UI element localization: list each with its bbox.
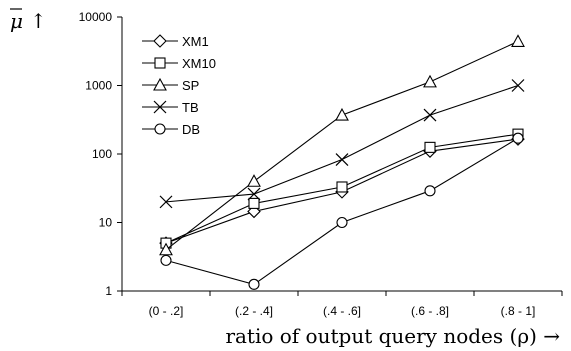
x-axis-title: ratio of output query nodes (ρ) → — [225, 324, 560, 348]
x-marker-stroke — [159, 195, 173, 209]
y-axis-symbol: μ — [10, 9, 23, 33]
y-tick-label: 1 — [105, 284, 112, 298]
x-tick-label: (.8 - 1] — [501, 304, 536, 318]
x-marker — [247, 187, 261, 201]
x-marker-stroke — [423, 108, 437, 122]
circle-marker — [160, 254, 172, 266]
triangle-marker — [511, 34, 525, 47]
x-tick-label: (.4 - .6] — [323, 304, 361, 318]
legend-item-xm10: XM10 — [142, 56, 216, 71]
legend-label: XM1 — [182, 34, 209, 49]
circle-marker — [336, 216, 348, 229]
legend-label: SP — [182, 78, 199, 93]
series-group — [159, 34, 525, 290]
y-tick-label: 1000 — [85, 79, 112, 93]
series-xm10 — [160, 128, 524, 249]
x-marker-stroke — [511, 79, 525, 92]
x-marker-stroke — [153, 100, 167, 114]
legend-item-tb: TB — [142, 100, 199, 115]
legend-label: XM10 — [182, 56, 216, 71]
triangle-marker — [159, 242, 173, 256]
circle-marker — [154, 123, 166, 135]
series-db — [160, 132, 524, 290]
series-sp — [159, 34, 525, 256]
legend-item-xm1: XM1 — [142, 34, 209, 49]
x-marker — [153, 100, 167, 114]
x-tick-label: (.2 - .4] — [235, 304, 273, 318]
circle-marker — [248, 278, 260, 290]
diamond-marker — [153, 34, 167, 48]
x-marker-stroke — [335, 153, 349, 166]
x-marker-stroke — [247, 187, 261, 201]
x-marker — [335, 153, 349, 166]
legend-item-db: DB — [142, 122, 200, 137]
legend-item-sp: SP — [142, 77, 199, 93]
y-tick-label: 100 — [92, 147, 112, 161]
y-tick-label: 10 — [99, 216, 113, 230]
y-tick-label: 10000 — [79, 10, 113, 24]
circle-marker — [424, 185, 436, 197]
x-marker — [423, 108, 437, 122]
legend: XM1 XM10 SP TB DB — [142, 34, 216, 137]
y-axis-arrow: ↑ — [30, 9, 47, 33]
square-marker — [336, 181, 348, 193]
triangle-marker — [423, 74, 437, 88]
circle-marker — [512, 132, 524, 144]
x-tick-label: (0 - .2] — [149, 304, 184, 318]
y-tick-labels: 1 10 100 1000 10000 — [79, 10, 122, 298]
x-tick-label: (.6 - .8] — [411, 304, 449, 318]
square-marker — [154, 57, 166, 69]
x-marker — [159, 195, 173, 209]
legend-label: TB — [182, 100, 199, 115]
x-marker — [511, 79, 525, 92]
triangle-marker — [247, 174, 261, 187]
legend-label: DB — [182, 122, 200, 137]
series-tb — [159, 79, 525, 209]
y-axis-label: μ ↑ — [10, 8, 47, 33]
triangle-marker — [335, 107, 349, 121]
triangle-marker — [153, 77, 167, 91]
square-marker — [424, 141, 436, 153]
x-tick-labels: (0 - .2] (.2 - .4] (.4 - .6] (.6 - .8] (.8 -… — [121, 291, 563, 318]
square-marker — [248, 197, 260, 209]
